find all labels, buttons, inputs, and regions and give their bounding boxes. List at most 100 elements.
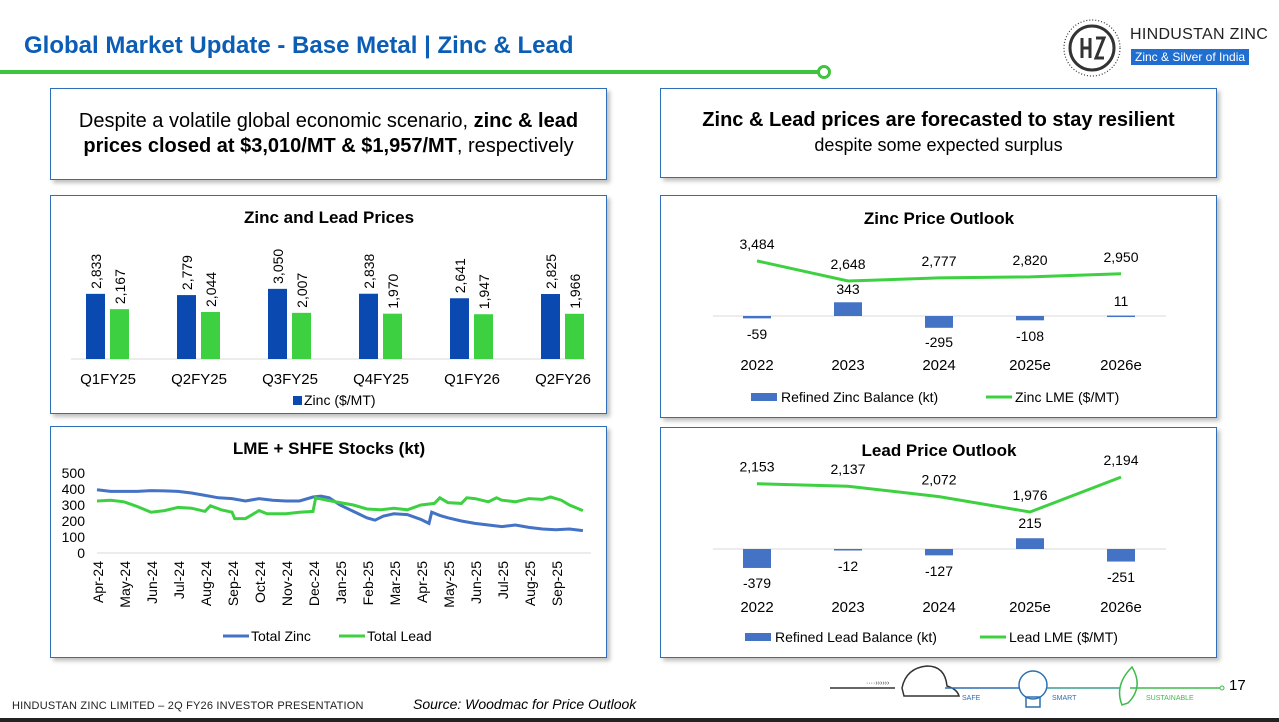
legend-label: Refined Lead Balance (kt) bbox=[775, 629, 937, 645]
data-label: 3,050 bbox=[270, 249, 286, 284]
x-tick-label: 2026e bbox=[1100, 357, 1142, 374]
safe-smart-sustainable-graphic: ····›››››› SAFE SMART SUSTAINABLE bbox=[830, 665, 1225, 708]
bar-data-label: -12 bbox=[838, 558, 858, 574]
logo-tagline: Zinc & Silver of India bbox=[1131, 49, 1250, 65]
balance-bar bbox=[834, 302, 862, 316]
x-tick-label: Sep-24 bbox=[225, 561, 241, 606]
stocks-chart: LME + SHFE Stocks (kt) 500 400 300 200 100 0 Ap… bbox=[50, 426, 607, 658]
legend-swatch-zinc bbox=[293, 396, 302, 405]
x-tick-label: Q4FY25 bbox=[353, 371, 409, 388]
bar-lead bbox=[383, 313, 402, 359]
legend-label: Refined Zinc Balance (kt) bbox=[781, 389, 938, 405]
x-tick-label: Nov-24 bbox=[279, 561, 295, 606]
balance-bar bbox=[1016, 316, 1044, 321]
x-tick-label: Jan-25 bbox=[333, 561, 349, 604]
company-logo: HINDUSTAN ZINC Zinc & Silver of India bbox=[1060, 16, 1270, 77]
balance-bar bbox=[743, 549, 771, 568]
bar-zinc bbox=[450, 298, 469, 359]
data-label: 1,970 bbox=[385, 273, 401, 308]
balance-bar bbox=[925, 549, 953, 556]
x-tick-label: Feb-25 bbox=[360, 561, 376, 606]
callout-text: Despite a volatile global economic scena… bbox=[78, 110, 474, 132]
y-tick-label: 100 bbox=[62, 529, 86, 545]
bar-data-label: -379 bbox=[743, 575, 771, 591]
bar-data-label: -295 bbox=[925, 334, 953, 350]
tag-safe: SAFE bbox=[962, 695, 981, 702]
page-number: 17 bbox=[1229, 677, 1246, 694]
bar-zinc bbox=[86, 293, 105, 359]
data-label: 2,833 bbox=[88, 254, 104, 289]
x-tick-label: Aug-25 bbox=[522, 561, 538, 606]
x-tick-label: Jun-24 bbox=[144, 561, 160, 604]
x-tick-label: 2023 bbox=[831, 599, 864, 616]
lightbulb-icon bbox=[1018, 670, 1048, 700]
title-underline-dot bbox=[817, 65, 831, 79]
x-tick-label: Aug-24 bbox=[198, 561, 214, 606]
x-tick-label: Apr-24 bbox=[90, 561, 106, 603]
chart-title: Zinc and Lead Prices bbox=[244, 208, 414, 227]
series-line-zinc bbox=[96, 488, 584, 533]
legend-swatch-bar bbox=[745, 633, 771, 641]
balance-bar bbox=[834, 549, 862, 551]
callout-text: , respectively bbox=[456, 135, 574, 157]
balance-bar bbox=[1107, 549, 1135, 562]
line-data-label: 2,194 bbox=[1103, 452, 1138, 468]
bar-data-label: -108 bbox=[1016, 328, 1044, 344]
balance-bar bbox=[1107, 315, 1135, 318]
footer-rule bbox=[0, 718, 1279, 722]
x-tick-label: 2024 bbox=[922, 599, 955, 616]
legend-label: Zinc ($/MT) bbox=[304, 392, 376, 408]
line-data-label: 2,137 bbox=[830, 461, 865, 477]
footer-company: HINDUSTAN ZINC LIMITED – 2Q FY26 INVESTO… bbox=[12, 700, 364, 712]
logo-name: HINDUSTAN ZINC bbox=[1130, 26, 1269, 43]
bar-data-label: 11 bbox=[1114, 293, 1129, 309]
bar-data-label: -127 bbox=[925, 563, 953, 579]
x-tick-label: Q3FY25 bbox=[262, 371, 318, 388]
callout-bold: prices closed at $3,010/MT & $1,957/MT bbox=[83, 135, 457, 157]
legend-label: Total Lead bbox=[367, 628, 432, 644]
x-tick-label: 2022 bbox=[740, 357, 773, 374]
x-tick-label: Q2FY25 bbox=[171, 371, 227, 388]
bar-lead bbox=[110, 309, 129, 359]
x-tick-label: Sep-25 bbox=[549, 561, 565, 606]
callout-left: Despite a volatile global economic scena… bbox=[50, 88, 607, 180]
balance-bar bbox=[1016, 538, 1044, 549]
x-tick-label: 2023 bbox=[831, 357, 864, 374]
series-line-lead bbox=[96, 495, 584, 521]
x-tick-label: Q1FY26 bbox=[444, 371, 500, 388]
data-label: 2,641 bbox=[452, 258, 468, 293]
data-label: 1,966 bbox=[567, 274, 583, 309]
x-tick-label: 2022 bbox=[740, 599, 773, 616]
helmet-icon bbox=[901, 665, 960, 697]
page-title: Global Market Update - Base Metal | Zinc… bbox=[24, 32, 574, 59]
bar-zinc bbox=[268, 288, 287, 359]
x-tick-label: May-25 bbox=[441, 561, 457, 608]
x-tick-label: Jun-25 bbox=[468, 561, 484, 604]
x-tick-label: Q1FY25 bbox=[80, 371, 136, 388]
line-data-label: 2,153 bbox=[739, 459, 774, 475]
data-label: 2,007 bbox=[294, 273, 310, 308]
leaf-icon bbox=[1118, 665, 1138, 706]
callout-right: Zinc & Lead prices are forecasted to sta… bbox=[660, 88, 1217, 178]
zinc-lead-prices-chart: Zinc and Lead Prices 2,833 2,167 Q1FY25 2,77… bbox=[50, 195, 607, 414]
legend-label: Total Zinc bbox=[251, 628, 311, 644]
balance-bar bbox=[925, 316, 953, 328]
x-tick-label: 2026e bbox=[1100, 599, 1142, 616]
line-data-label: 3,484 bbox=[739, 236, 774, 252]
zinc-outlook-chart: Zinc Price Outlook -59 2022 343 2023 -295 2024… bbox=[660, 195, 1217, 418]
x-tick-label: Q2FY26 bbox=[535, 371, 591, 388]
bar-lead bbox=[201, 311, 220, 359]
callout-heading: Zinc & Lead prices are forecasted to sta… bbox=[702, 109, 1175, 131]
x-tick-label: Dec-24 bbox=[306, 561, 322, 606]
lead-outlook-chart: Lead Price Outlook -379 2022 -12 2023 -127 202… bbox=[660, 427, 1217, 658]
y-tick-label: 0 bbox=[77, 545, 85, 561]
x-tick-label: Apr-25 bbox=[414, 561, 430, 603]
y-tick-label: 300 bbox=[62, 497, 86, 513]
legend-label: Lead LME ($/MT) bbox=[1009, 629, 1118, 645]
callout-bold: zinc & lead bbox=[473, 110, 579, 132]
x-tick-label: 2025e bbox=[1009, 357, 1051, 374]
y-tick-label: 200 bbox=[62, 513, 86, 529]
data-label: 1,947 bbox=[476, 274, 492, 309]
line-data-label: 2,648 bbox=[830, 256, 865, 272]
x-tick-label: May-24 bbox=[117, 561, 133, 608]
